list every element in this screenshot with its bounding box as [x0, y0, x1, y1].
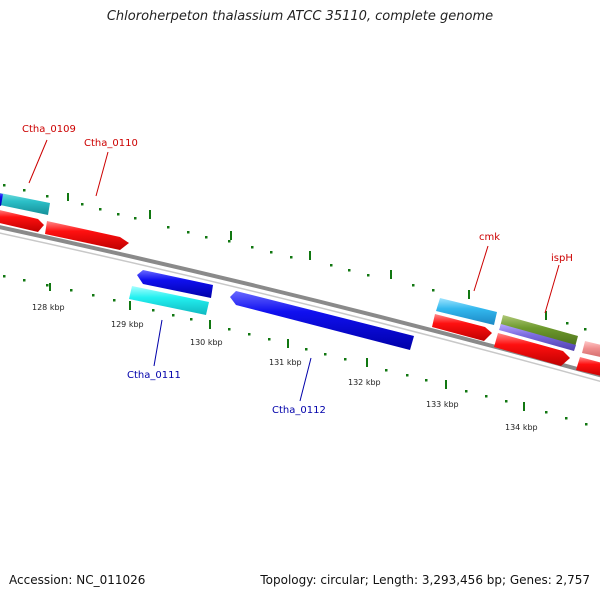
- genome-title: Chloroherpeton thalassium ATCC 35110, co…: [106, 9, 494, 24]
- gene-ctha-0109-cds: [0, 210, 44, 232]
- lower-tick-track: [3, 275, 588, 426]
- gene-label-ctha-0112: Ctha_0112: [272, 405, 326, 416]
- gene-isph-fill: [500, 315, 578, 347]
- gene-ctha-0110-cds: [45, 221, 129, 250]
- gene-ctha-0111-cds: [137, 270, 213, 298]
- scale-label: 128 kbp: [32, 303, 65, 312]
- scale-label: 134 kbp: [505, 423, 538, 432]
- scale-label: 130 kbp: [190, 338, 223, 347]
- gene-right-fill: [582, 341, 600, 357]
- gene-ctha-0109-fill: [0, 193, 50, 215]
- gene-label-ctha-0111: Ctha_0111: [127, 370, 181, 381]
- scale-label: 132 kbp: [348, 378, 381, 387]
- gene-cmk-fill: [436, 298, 497, 325]
- scale-labels: 128 kbp 129 kbp 130 kbp 131 kbp 132 kbp …: [32, 303, 538, 432]
- scale-label: 129 kbp: [111, 320, 144, 329]
- gene-label-ctha-0110: Ctha_0110: [84, 138, 138, 149]
- scale-label: 131 kbp: [269, 358, 302, 367]
- gene-label-ctha-0109: Ctha_0109: [22, 124, 76, 135]
- gene-right-cds: [576, 357, 600, 376]
- gene-cmk-cds: [432, 314, 492, 341]
- gene-ctha-0111-fill: [129, 286, 209, 315]
- callout-lines: [28, 139, 560, 402]
- gene-label-isph: ispH: [551, 253, 573, 264]
- gene-ctha-0112-cds: [230, 291, 414, 350]
- gene-label-cmk: cmk: [479, 232, 500, 243]
- gene-isph-cds: [494, 333, 570, 366]
- accession-text: Accession: NC_011026: [9, 573, 146, 587]
- genome-summary: Topology: circular; Length: 3,293,456 bp…: [260, 573, 590, 587]
- forward-strand-genes: [0, 193, 600, 376]
- scale-label: 133 kbp: [426, 400, 459, 409]
- gene-isph-overlap: [499, 324, 576, 351]
- reverse-strand-genes: [129, 270, 414, 350]
- upper-tick-track: [3, 184, 587, 331]
- gene-labels: Ctha_0109 Ctha_0110 cmk ispH Ctha_0111 C…: [22, 124, 573, 416]
- gene-left-cds-blue: [0, 193, 3, 206]
